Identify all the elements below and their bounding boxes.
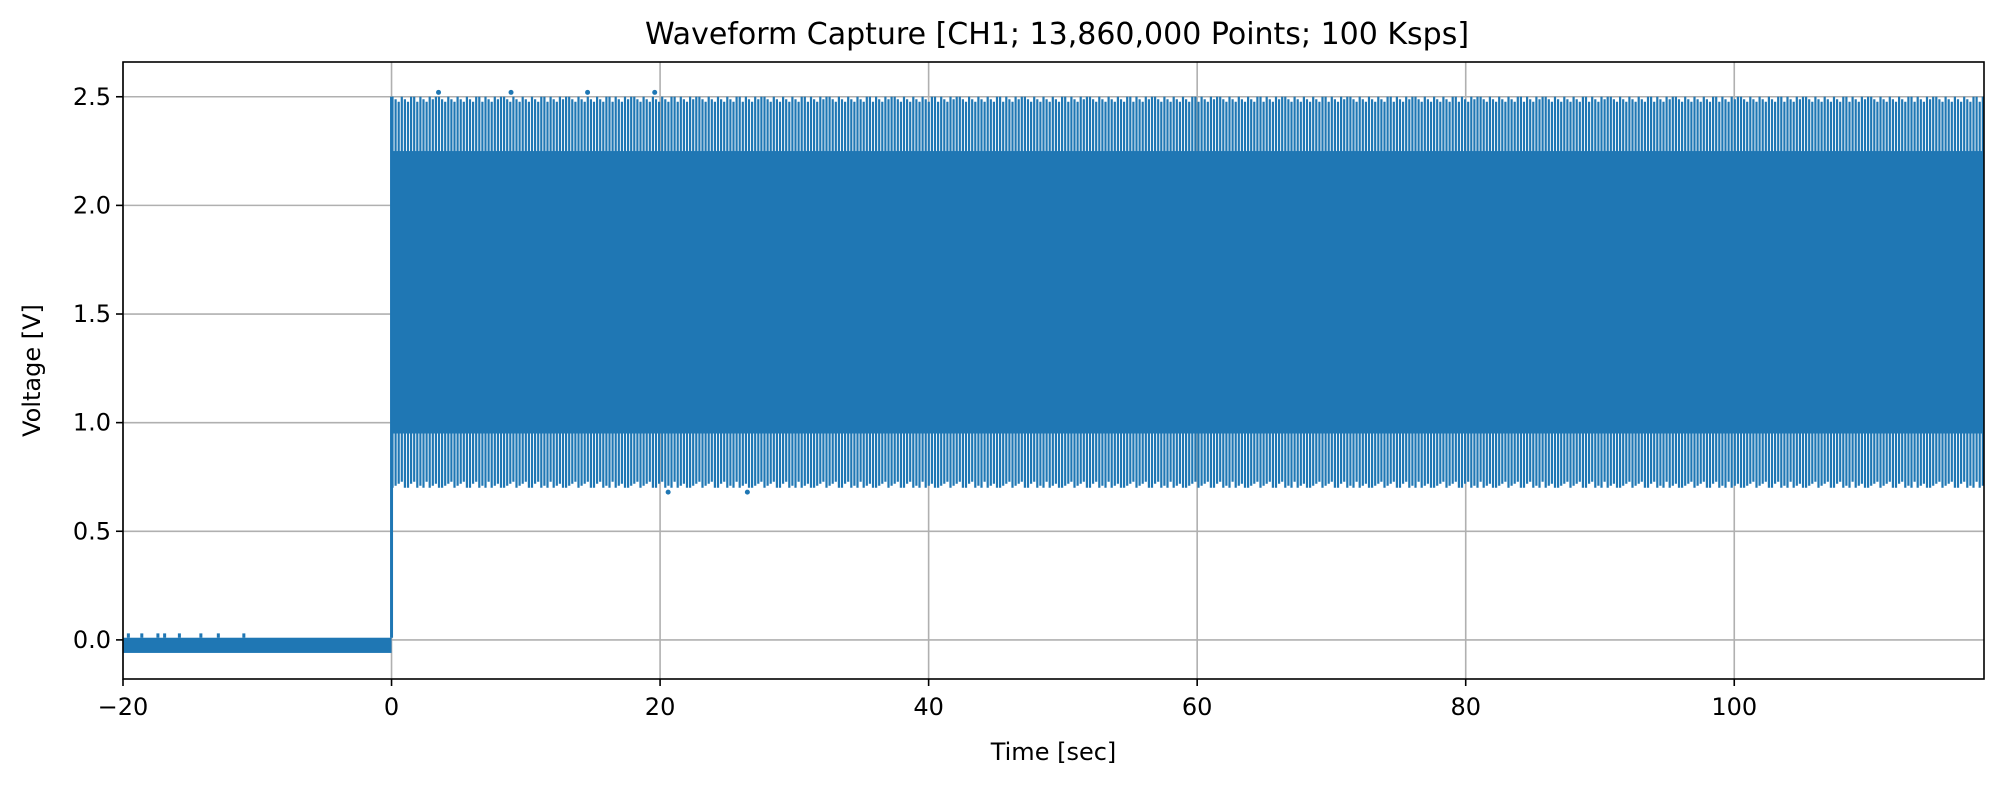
x-tick-label: 0 xyxy=(384,693,399,721)
outlier-point xyxy=(436,89,442,95)
y-tick-label: 2.5 xyxy=(73,83,111,111)
plot-area xyxy=(123,89,1984,653)
outlier-point xyxy=(744,489,750,495)
y-tick-label: 1.5 xyxy=(73,300,111,328)
baseline-band xyxy=(123,637,392,653)
y-axis-ticks: 0.0 0.5 1.0 1.5 2.0 2.5 xyxy=(73,83,123,654)
y-axis-label: Voltage [V] xyxy=(18,304,46,437)
outlier-point xyxy=(652,89,658,95)
y-tick-label: 0.0 xyxy=(73,626,111,654)
axes-frame xyxy=(122,61,1985,680)
x-tick-label: 100 xyxy=(1711,693,1757,721)
y-tick-label: 1.0 xyxy=(73,409,111,437)
x-axis-label: Time [sec] xyxy=(990,738,1117,766)
dense-core-band xyxy=(391,151,1984,434)
x-tick-label: 80 xyxy=(1450,693,1481,721)
y-tick-label: 0.5 xyxy=(73,517,111,545)
x-tick-label: 60 xyxy=(1182,693,1213,721)
chart-title: Waveform Capture [CH1; 13,860,000 Points… xyxy=(645,17,1469,52)
x-tick-label: 20 xyxy=(645,693,676,721)
x-tick-label: 40 xyxy=(913,693,944,721)
x-axis-ticks: −20 0 20 40 60 80 100 xyxy=(98,679,1757,721)
y-tick-label: 2.0 xyxy=(73,191,111,219)
outlier-point xyxy=(665,489,671,495)
outlier-point xyxy=(508,89,514,95)
x-tick-label: −20 xyxy=(98,693,149,721)
outlier-point xyxy=(585,89,591,95)
